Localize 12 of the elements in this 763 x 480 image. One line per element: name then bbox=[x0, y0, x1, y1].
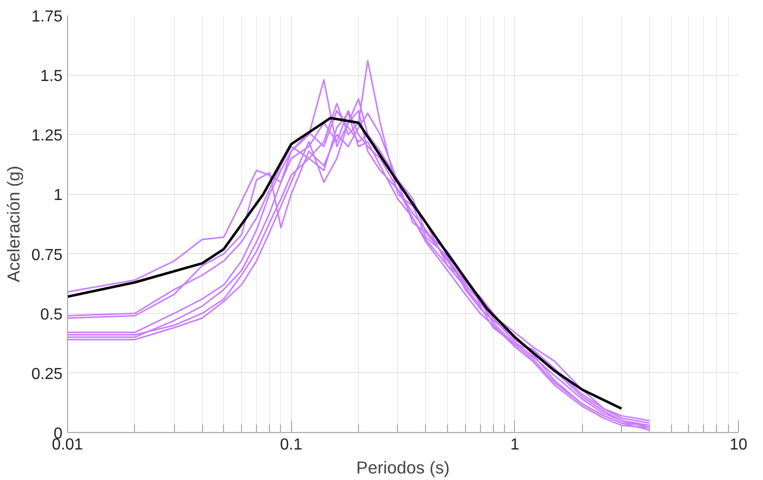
y-tick-label: 0.75 bbox=[31, 246, 63, 264]
y-tick-label: 0.25 bbox=[31, 366, 63, 383]
y-tick-label: 1 bbox=[54, 187, 63, 204]
y-tick-label: 0.5 bbox=[40, 306, 63, 324]
y-tick-label: 1.5 bbox=[40, 68, 63, 86]
x-tick-label: 1 bbox=[510, 436, 520, 454]
y-tick-label: 1.25 bbox=[31, 128, 63, 145]
x-tick-label: 10 bbox=[730, 436, 748, 454]
x-axis-title: Periodos (s) bbox=[356, 458, 450, 478]
y-tick-label: 1.75 bbox=[31, 8, 63, 26]
y-axis-title: Aceleración (g) bbox=[3, 166, 24, 282]
x-tick-label: 0.1 bbox=[280, 436, 302, 454]
